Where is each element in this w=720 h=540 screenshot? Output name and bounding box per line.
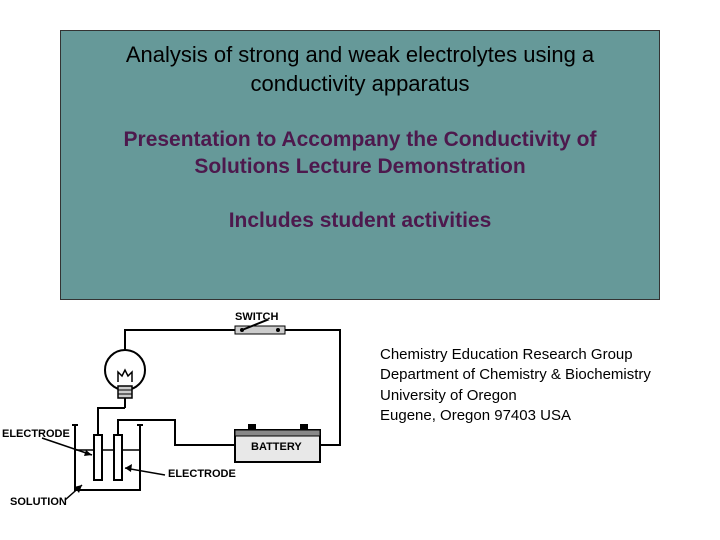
label-electrode-right: ELECTRODE xyxy=(168,468,236,480)
label-solution: SOLUTION xyxy=(10,496,67,508)
label-electrode-left: ELECTRODE xyxy=(2,428,70,440)
slide-tagline: Includes student activities xyxy=(81,209,639,233)
slide-subtitle: Presentation to Accompany the Conductivi… xyxy=(81,126,639,181)
circuit-diagram: SWITCH ELECTRODE ELECTRODE BATTERY SOLUT… xyxy=(10,320,360,520)
credit-line-2: Department of Chemistry & Biochemistry xyxy=(380,365,651,385)
credit-line-4: Eugene, Oregon 97403 USA xyxy=(380,406,651,426)
slide-title: Analysis of strong and weak electrolytes… xyxy=(81,41,639,98)
header-box: Analysis of strong and weak electrolytes… xyxy=(60,30,660,300)
label-battery: BATTERY xyxy=(251,441,302,453)
credits-block: Chemistry Education Research Group Depar… xyxy=(380,345,651,426)
credit-line-3: University of Oregon xyxy=(380,386,651,406)
credit-line-1: Chemistry Education Research Group xyxy=(380,345,651,365)
label-switch: SWITCH xyxy=(235,311,278,323)
